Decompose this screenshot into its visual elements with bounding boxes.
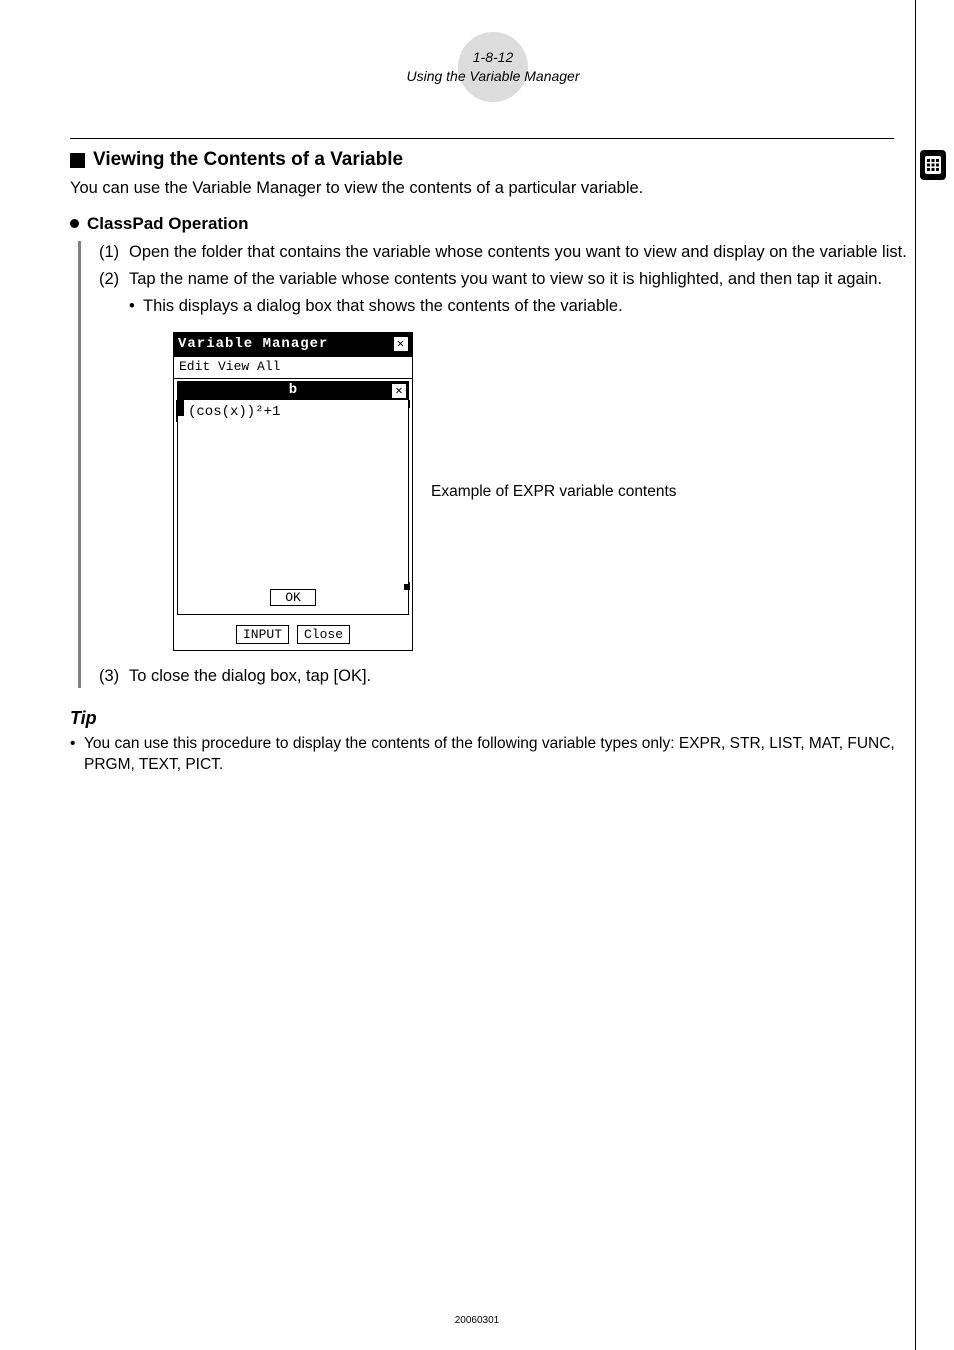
divider [70,138,894,139]
steps-block: (1) Open the folder that contains the va… [78,241,916,688]
step-text: To close the dialog box, tap [OK]. [129,665,916,688]
operation-heading: ClassPad Operation [87,212,249,235]
step-number: (3) [99,665,129,688]
square-bullet-icon [70,153,85,168]
inner-dialog-title: b [289,381,297,400]
dialog-menubar[interactable]: Edit View All [174,357,412,379]
page-right-rule [915,0,916,1350]
step-subtext: This displays a dialog box that shows th… [143,295,623,318]
footer-date: 20060301 [0,1315,954,1326]
step-number: (2) [99,268,129,291]
tip-heading: Tip [70,706,916,731]
variable-manager-dialog: Variable Manager ✕ Edit View All b ✕ [173,332,413,652]
step-text: Tap the name of the variable whose conte… [129,268,916,291]
intro-text: You can use the Variable Manager to view… [70,177,916,200]
close-button[interactable]: Close [297,625,350,645]
inner-dialog: b ✕ (cos(x))²+1 OK [177,381,409,615]
bullet-dot: • [70,733,84,776]
input-button[interactable]: INPUT [236,625,289,645]
selection-marker-icon [178,400,184,416]
section-heading: Viewing the Contents of a Variable [93,149,403,171]
step-number: (1) [99,241,129,264]
ok-button[interactable]: OK [270,589,316,606]
figure-caption: Example of EXPR variable contents [431,481,677,502]
calculator-icon [920,150,946,180]
variable-content: (cos(x))²+1 [188,403,404,422]
section-title: Using the Variable Manager [373,67,613,86]
page-header-badge: 1-8-12 Using the Variable Manager [378,32,608,102]
page-ref: 1-8-12 [373,48,613,67]
tip-text: You can use this procedure to display th… [84,733,916,776]
step-text: Open the folder that contains the variab… [129,241,916,264]
bullet-dot: • [129,295,143,318]
dialog-title: Variable Manager [178,335,328,354]
dot-bullet-icon [70,219,79,228]
close-icon[interactable]: ✕ [392,384,406,398]
close-icon[interactable]: ✕ [394,337,408,351]
